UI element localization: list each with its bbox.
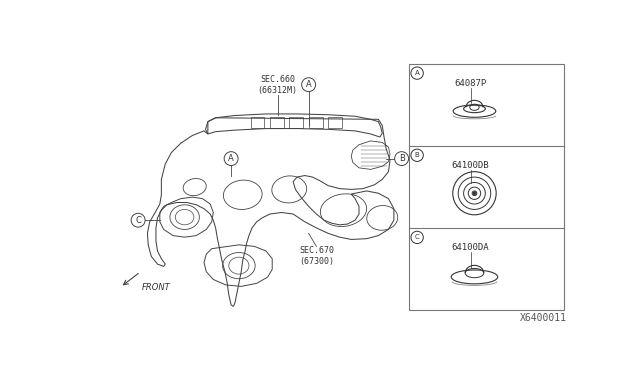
Text: A: A <box>228 154 234 163</box>
Circle shape <box>411 67 423 79</box>
Bar <box>328 117 342 128</box>
Text: A: A <box>415 70 419 76</box>
Text: SEC.660
(66312M): SEC.660 (66312M) <box>258 75 298 95</box>
Bar <box>250 117 264 128</box>
Circle shape <box>395 152 408 166</box>
Circle shape <box>411 231 423 244</box>
Bar <box>270 117 284 128</box>
Circle shape <box>224 152 238 166</box>
Text: B: B <box>399 154 404 163</box>
Circle shape <box>131 213 145 227</box>
Bar <box>308 117 323 128</box>
Text: FRONT: FRONT <box>142 283 171 292</box>
Text: B: B <box>415 152 419 158</box>
Circle shape <box>301 78 316 92</box>
Text: SEC.670
(67300): SEC.670 (67300) <box>299 246 334 266</box>
Text: A: A <box>306 80 312 89</box>
Bar <box>410 64 564 310</box>
Text: X6400011: X6400011 <box>520 313 566 323</box>
Circle shape <box>411 149 423 161</box>
Circle shape <box>473 192 476 195</box>
Text: 64100DA: 64100DA <box>452 243 490 252</box>
Bar <box>289 117 303 128</box>
Text: 64100DB: 64100DB <box>452 161 490 170</box>
Text: C: C <box>415 234 419 240</box>
Text: C: C <box>135 216 141 225</box>
Text: 64087P: 64087P <box>454 79 487 88</box>
